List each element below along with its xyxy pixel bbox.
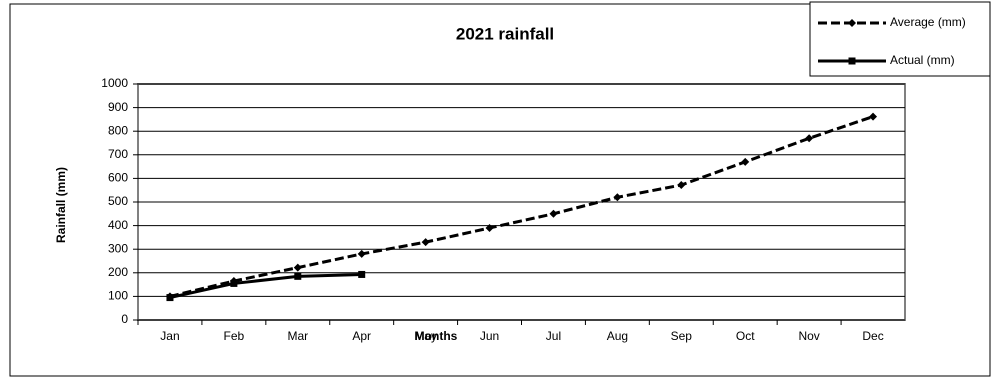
x-tick-label: Dec	[862, 329, 883, 343]
x-tick-label: Sep	[671, 329, 693, 343]
marker	[848, 19, 856, 27]
y-tick-label: 900	[108, 100, 128, 114]
y-axis-title: Rainfall (mm)	[54, 167, 68, 243]
x-tick-label: Jun	[480, 329, 499, 343]
y-tick-label: 400	[108, 218, 128, 232]
x-tick-label: Mar	[287, 329, 308, 343]
x-axis-title: Months	[415, 329, 458, 343]
legend-label: Average (mm)	[890, 15, 966, 29]
x-tick-label: Feb	[224, 329, 245, 343]
x-tick-label: Nov	[798, 329, 819, 343]
x-tick-label: Jan	[160, 329, 179, 343]
line	[169, 272, 362, 300]
y-tick-label: 0	[121, 312, 128, 326]
marker	[613, 193, 622, 202]
x-tick-label: Aug	[607, 329, 628, 343]
marker	[357, 249, 366, 258]
y-tick-label: 1000	[101, 76, 128, 90]
y-tick-label: 600	[108, 171, 128, 185]
y-tick-label: 100	[108, 289, 128, 303]
legend-box	[809, 1, 991, 77]
y-tick-label: 200	[108, 265, 128, 279]
y-tick-label: 300	[108, 241, 128, 255]
line	[169, 115, 874, 298]
chart-title: 2021 rainfall	[456, 24, 554, 43]
y-tick-label: 800	[108, 123, 128, 137]
y-tick-label: 700	[108, 147, 128, 161]
x-tick-label: Oct	[736, 329, 755, 343]
marker	[848, 57, 856, 65]
marker	[230, 279, 238, 287]
x-tick-label: May	[414, 329, 437, 343]
legend-label: Actual (mm)	[890, 53, 955, 67]
marker	[293, 263, 302, 272]
marker	[677, 181, 686, 190]
marker	[294, 272, 302, 280]
x-tick-label: Apr	[352, 329, 371, 343]
marker	[421, 238, 430, 247]
marker	[166, 294, 174, 302]
marker	[358, 270, 366, 278]
marker	[549, 209, 558, 218]
marker	[805, 134, 814, 143]
y-tick-label: 500	[108, 194, 128, 208]
marker	[485, 223, 494, 232]
marker	[869, 112, 878, 121]
x-tick-label: Jul	[546, 329, 561, 343]
marker	[741, 157, 750, 166]
